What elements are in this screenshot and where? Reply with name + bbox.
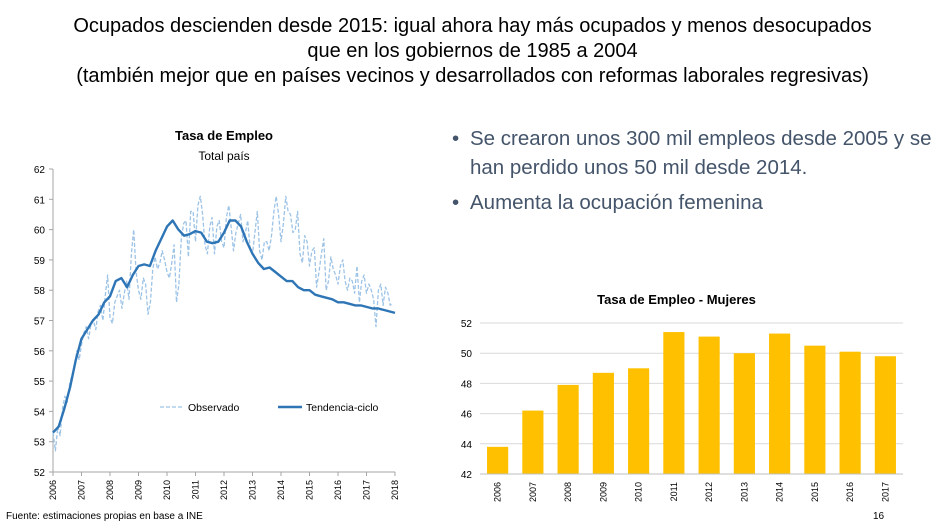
x-tick-label: 2015 (810, 482, 820, 502)
y-tick-label: 57 (34, 317, 46, 328)
x-tick-label: 2010 (634, 482, 644, 502)
x-tick-label: 2010 (162, 480, 172, 500)
bullet-list: Se crearon unos 300 mil empleos desde 20… (452, 124, 932, 223)
x-tick-label: 2007 (528, 482, 538, 502)
x-tick-label: 2009 (134, 480, 144, 500)
x-tick-label: 2016 (845, 482, 855, 502)
series-line-observado (52, 195, 394, 452)
bar-2006 (487, 446, 509, 474)
bar-2016 (839, 351, 861, 474)
x-tick-label: 2013 (248, 480, 258, 500)
chart-title: Tasa de Empleo (175, 128, 273, 143)
x-tick-label: 2008 (105, 480, 115, 500)
bar-2007 (522, 410, 544, 474)
legend-label: Observado (188, 402, 240, 414)
slide-title: Ocupados descienden desde 2015: igual ah… (0, 14, 945, 89)
y-tick-label: 48 (461, 379, 473, 390)
y-tick-label: 52 (461, 319, 473, 330)
bar-2017 (874, 356, 896, 474)
page-number: 16 (873, 511, 885, 522)
bar-2009 (592, 372, 614, 474)
x-tick-label: 2012 (219, 480, 229, 500)
bar-2013 (733, 353, 755, 474)
y-tick-label: 61 (34, 195, 46, 206)
chart-title: Tasa de Empleo - Mujeres (597, 292, 756, 307)
x-tick-label: 2009 (598, 482, 608, 502)
chart-subtitle: Total país (198, 149, 249, 163)
x-tick-label: 2017 (362, 480, 372, 500)
y-tick-label: 54 (34, 407, 46, 418)
x-tick-label: 2006 (48, 480, 58, 500)
y-tick-label: 53 (34, 438, 46, 449)
title-line-1: Ocupados descienden desde 2015: igual ah… (73, 15, 872, 37)
y-tick-label: 52 (34, 468, 46, 479)
x-tick-label: 2006 (493, 482, 503, 502)
legend-label: Tendencia-ciclo (306, 402, 379, 414)
y-tick-label: 59 (34, 256, 46, 267)
y-tick-label: 44 (461, 440, 473, 451)
bar-2008 (557, 384, 579, 474)
source-footnote: Fuente: estimaciones propias en base a I… (6, 511, 203, 522)
y-tick-label: 62 (34, 165, 46, 176)
x-tick-label: 2014 (276, 480, 286, 500)
title-line-2: que en los gobiernos de 1985 a 2004 (307, 40, 638, 62)
x-tick-label: 2007 (77, 480, 87, 500)
bar-2014 (769, 333, 791, 474)
title-line-3: (también mejor que en países vecinos y d… (76, 65, 869, 87)
x-tick-label: 2011 (191, 480, 201, 499)
bar-2015 (804, 345, 826, 474)
x-tick-label: 2015 (305, 480, 315, 500)
x-tick-label: 2013 (739, 482, 749, 502)
bullet-item: Se crearon unos 300 mil empleos desde 20… (452, 124, 932, 182)
y-tick-label: 60 (34, 226, 46, 237)
y-tick-label: 50 (461, 349, 473, 360)
y-tick-label: 42 (461, 470, 473, 481)
y-tick-label: 55 (34, 377, 46, 388)
y-tick-label: 56 (34, 347, 46, 358)
bar-2011 (663, 332, 685, 474)
x-tick-label: 2012 (704, 482, 714, 502)
x-tick-label: 2011 (669, 482, 679, 501)
x-tick-label: 2008 (563, 482, 573, 502)
bar-2012 (698, 336, 720, 474)
bar-2010 (628, 368, 650, 474)
y-tick-label: 46 (461, 410, 473, 421)
x-tick-label: 2016 (333, 480, 343, 500)
series-line-tendencia-ciclo (52, 219, 396, 434)
x-tick-label: 2014 (775, 482, 785, 502)
x-tick-label: 2018 (390, 480, 400, 500)
x-tick-label: 2017 (880, 482, 890, 502)
bullet-item: Aumenta la ocupación femenina (452, 188, 932, 217)
y-tick-label: 58 (34, 286, 46, 297)
